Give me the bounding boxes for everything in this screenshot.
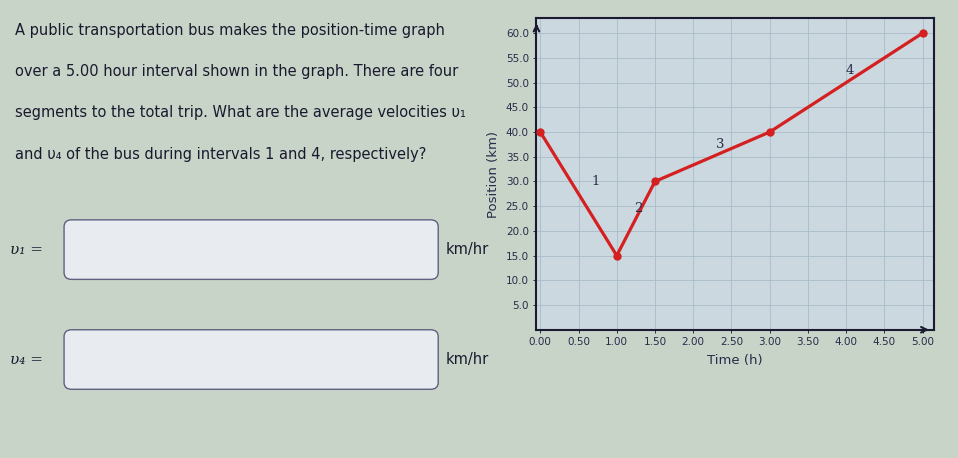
- Text: υ₁ =: υ₁ =: [11, 243, 43, 256]
- Text: υ₄ =: υ₄ =: [11, 353, 43, 366]
- Text: 2: 2: [634, 202, 643, 215]
- Text: and υ₄ of the bus during intervals 1 and 4, respectively?: and υ₄ of the bus during intervals 1 and…: [15, 147, 426, 162]
- Text: km/hr: km/hr: [445, 242, 490, 257]
- Y-axis label: Position (km): Position (km): [488, 131, 500, 218]
- FancyBboxPatch shape: [64, 220, 438, 279]
- Text: 3: 3: [716, 138, 724, 151]
- Text: km/hr: km/hr: [445, 352, 490, 367]
- Text: segments to the total trip. What are the average velocities υ₁: segments to the total trip. What are the…: [15, 105, 467, 120]
- Text: over a 5.00 hour interval shown in the graph. There are four: over a 5.00 hour interval shown in the g…: [15, 64, 459, 79]
- X-axis label: Time (h): Time (h): [707, 354, 764, 367]
- Text: A public transportation bus makes the position-time graph: A public transportation bus makes the po…: [15, 23, 445, 38]
- Text: 4: 4: [846, 64, 855, 77]
- Text: 1: 1: [591, 175, 600, 188]
- FancyBboxPatch shape: [64, 330, 438, 389]
